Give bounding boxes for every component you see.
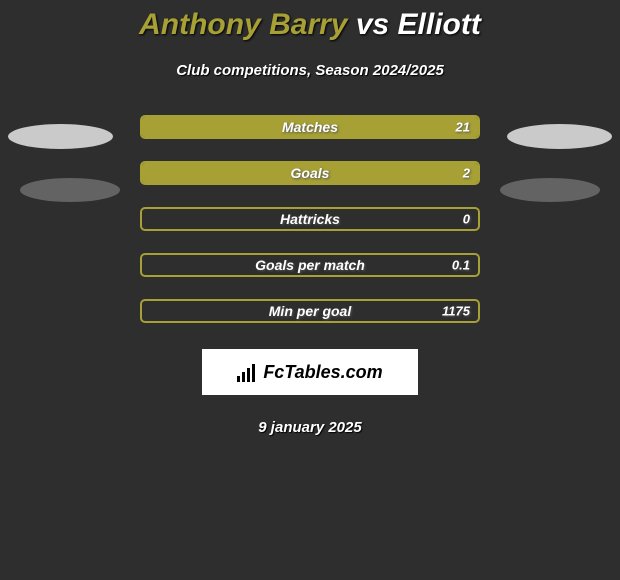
date-text: 9 january 2025 (0, 419, 620, 436)
vs-text: vs (356, 8, 389, 41)
stat-label: Min per goal (269, 303, 351, 319)
fctables-logo: FcTables.com (202, 349, 418, 395)
stat-label: Hattricks (280, 211, 340, 227)
comparison-title: Anthony Barry vs Elliott (0, 0, 620, 42)
bar-chart-icon (237, 362, 257, 382)
stat-bar-mpg: Min per goal 1175 (140, 299, 480, 323)
stat-value: 21 (456, 120, 470, 135)
decor-ellipse (500, 178, 600, 202)
decor-ellipse (8, 124, 113, 149)
stat-bar-hattricks: Hattricks 0 (140, 207, 480, 231)
stat-label: Goals (291, 165, 330, 181)
stat-value: 0 (463, 212, 470, 227)
decor-ellipse (20, 178, 120, 202)
logo-text: FcTables.com (263, 362, 382, 383)
stat-bar-gpm: Goals per match 0.1 (140, 253, 480, 277)
stat-value: 0.1 (452, 258, 470, 273)
player2-name: Elliott (398, 8, 481, 41)
decor-ellipse (507, 124, 612, 149)
stat-label: Goals per match (255, 257, 365, 273)
stat-label: Matches (282, 119, 338, 135)
stat-bar-matches: Matches 21 (140, 115, 480, 139)
stat-value: 1175 (442, 304, 470, 319)
stat-bar-goals: Goals 2 (140, 161, 480, 185)
subtitle: Club competitions, Season 2024/2025 (0, 62, 620, 79)
stat-value: 2 (463, 166, 470, 181)
player1-name: Anthony Barry (139, 8, 347, 41)
